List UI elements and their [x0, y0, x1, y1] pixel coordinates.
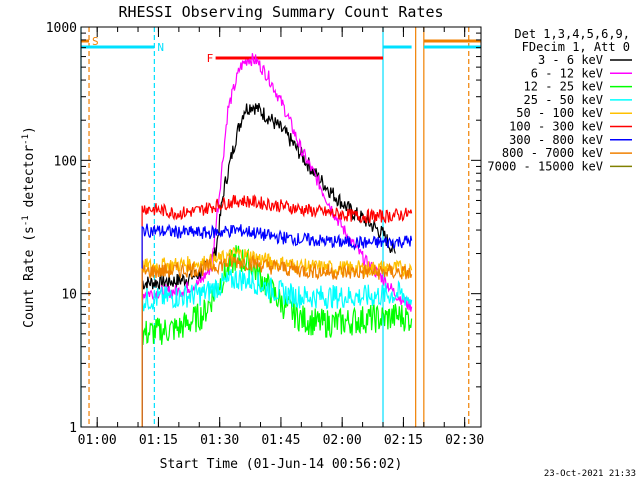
legend-label: 3 - 6 keV: [538, 53, 603, 67]
x-tick-label: 01:30: [200, 433, 239, 448]
legend-label: 50 - 100 keV: [516, 106, 603, 120]
series-line-100-300-kev: [141, 193, 413, 427]
x-tick-label: 02:15: [384, 433, 423, 448]
y-axis-label-sup2: -1: [21, 134, 31, 145]
legend-label: 7000 - 15000 keV: [487, 159, 603, 173]
legend: Det 1,3,4,5,6,9, FDecim 1, Att 0 3 - 6 k…: [487, 27, 632, 173]
y-axis: 1 10 100 1000: [46, 21, 481, 436]
series-layer: [141, 53, 413, 427]
series-line-800-7000-kev: [141, 254, 413, 427]
x-tick-label: 02:00: [323, 433, 362, 448]
y-axis-label-sup1: -1: [21, 215, 31, 226]
y-tick-label: 100: [54, 154, 77, 169]
footer-date: 23-Oct-2021 21:33: [544, 469, 636, 479]
legend-label: 25 - 50 keV: [524, 93, 603, 107]
y-tick-label: 10: [61, 288, 77, 303]
series-line-3-6-kev: [141, 102, 396, 427]
y-axis-label-main: Count Rate (s: [22, 226, 37, 328]
flag-bars: S N F: [80, 35, 481, 65]
series-line-25-50-kev: [141, 269, 413, 427]
legend-label: 100 - 300 keV: [509, 120, 603, 134]
legend-label: 6 - 12 keV: [531, 66, 603, 80]
series-line-300-800-kev: [141, 223, 413, 427]
y-axis-label-end: ): [22, 126, 37, 134]
x-tick-label: 01:00: [78, 433, 117, 448]
y-tick-label: 1: [69, 421, 77, 436]
legend-label: 300 - 800 keV: [509, 133, 603, 147]
x-tick-label: 02:30: [445, 433, 484, 448]
legend-header-1: Det 1,3,4,5,6,9,: [514, 27, 630, 41]
x-tick-label: 01:15: [139, 433, 178, 448]
y-axis-label: Count Rate (s-1 detector-1): [21, 126, 37, 328]
flag-label-n: N: [157, 41, 164, 54]
legend-label: 800 - 7000 keV: [502, 146, 603, 160]
flag-label-s: S: [92, 35, 99, 48]
series-line-12-25-kev: [141, 245, 413, 427]
series-line-6-12-kev: [141, 53, 413, 427]
x-tick-label: 01:45: [261, 433, 300, 448]
chart-title: RHESSI Observing Summary Count Rates: [118, 3, 443, 21]
legend-label: 12 - 25 keV: [524, 80, 603, 94]
flag-label-f: F: [207, 52, 214, 65]
legend-header-2: FDecim 1, Att 0: [522, 40, 630, 54]
x-axis-label: Start Time (01-Jun-14 00:56:02): [160, 457, 403, 472]
y-axis-label-mid: detector: [22, 145, 37, 216]
y-tick-label: 1000: [46, 21, 77, 36]
x-axis: 01:00 01:15 01:30 01:45 02:00 02:15 02:30: [78, 27, 484, 448]
